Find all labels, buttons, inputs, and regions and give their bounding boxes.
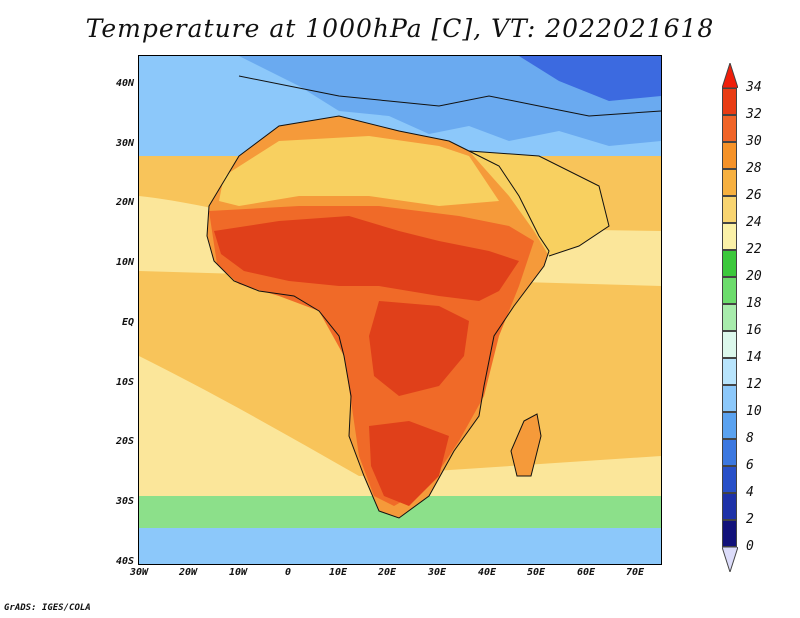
- colorbar: [722, 63, 738, 572]
- colorbar-cell: [722, 466, 737, 493]
- lat-tick-label: 20S: [115, 436, 134, 447]
- colorbar-label: 4: [746, 485, 754, 500]
- colorbar-label: 18: [746, 296, 762, 311]
- colorbar-cell: [722, 277, 737, 304]
- southern-africa-hot-zone: [369, 421, 449, 506]
- colorbar-max-triangle: [722, 63, 738, 88]
- europe-coastline: [238, 75, 661, 117]
- madagascar-coastline: [510, 413, 542, 477]
- colorbar-cell: [722, 520, 737, 547]
- lon-tick-label: 60E: [576, 567, 596, 578]
- colorbar-label: 28: [746, 161, 762, 176]
- colorbar-cell: [722, 439, 737, 466]
- ocean-cold-south: [139, 528, 661, 564]
- colorbar-label: 6: [746, 458, 754, 473]
- colorbar-cell: [722, 196, 737, 223]
- lat-tick-label: 40S: [115, 556, 134, 567]
- lat-tick-label: 40N: [115, 78, 134, 89]
- colorbar-min-triangle: [722, 547, 738, 572]
- arabia-coastline: [468, 150, 610, 257]
- lon-tick-label: 20E: [377, 567, 397, 578]
- lon-tick-label: 0: [284, 567, 292, 578]
- colorbar-cell: [722, 304, 737, 331]
- colorbar-label: 34: [746, 80, 762, 95]
- africa-coastline: [206, 115, 550, 519]
- lon-tick-label: 10E: [328, 567, 348, 578]
- colorbar-label: 32: [746, 107, 762, 122]
- lon-tick-label: 30W: [129, 567, 149, 578]
- colorbar-label: 2: [746, 512, 754, 527]
- colorbar-label: 16: [746, 323, 762, 338]
- lat-tick-label: 10S: [115, 377, 134, 388]
- ocean-subtropical-south: [139, 356, 661, 496]
- colorbar-label: 24: [746, 215, 762, 230]
- lon-tick-label: 50E: [526, 567, 546, 578]
- arabian-peninsula: [469, 151, 609, 256]
- map-canvas: [139, 56, 661, 564]
- colorbar-label: 20: [746, 269, 762, 284]
- lat-tick-label: 30N: [115, 138, 134, 149]
- lat-tick-label: 30S: [115, 496, 134, 507]
- colorbar-cell: [722, 88, 737, 115]
- colorbar-cell: [722, 385, 737, 412]
- lat-tick-label: 20N: [115, 197, 134, 208]
- colorbar-label: 0: [746, 539, 754, 554]
- credit-text: GrADS: IGES/COLA: [4, 603, 91, 613]
- sahel-hot-zone: [214, 216, 519, 301]
- colorbar-label: 26: [746, 188, 762, 203]
- madagascar: [511, 414, 541, 476]
- chart-title: Temperature at 1000hPa [C], VT: 20220216…: [85, 14, 715, 43]
- colorbar-cell: [722, 331, 737, 358]
- lon-tick-label: 70E: [625, 567, 645, 578]
- colorbar-top-triangle: [722, 63, 738, 88]
- lat-tick-label: 10N: [115, 257, 134, 268]
- europe-cold-region: [519, 56, 661, 101]
- lat-tick-label: EQ: [121, 317, 134, 328]
- colorbar-cell: [722, 142, 737, 169]
- colorbar-label: 10: [746, 404, 762, 419]
- colorbar-cell: [722, 223, 737, 250]
- colorbar-label: 22: [746, 242, 762, 257]
- central-africa-hot-zone: [369, 301, 469, 396]
- colorbar-bottom-triangle: [722, 547, 738, 572]
- colorbar-label: 8: [746, 431, 754, 446]
- lon-tick-label: 20W: [178, 567, 198, 578]
- lon-tick-label: 30E: [427, 567, 447, 578]
- colorbar-cell: [722, 412, 737, 439]
- colorbar-cell: [722, 358, 737, 385]
- lon-tick-label: 10W: [228, 567, 248, 578]
- temperature-map: [138, 55, 662, 565]
- colorbar-cell: [722, 493, 737, 520]
- colorbar-cell: [722, 250, 737, 277]
- colorbar-cell: [722, 169, 737, 196]
- colorbar-label: 12: [746, 377, 762, 392]
- sahara-region: [219, 136, 499, 206]
- colorbar-cell: [722, 115, 737, 142]
- colorbar-label: 14: [746, 350, 762, 365]
- lon-tick-label: 40E: [477, 567, 497, 578]
- colorbar-label: 30: [746, 134, 762, 149]
